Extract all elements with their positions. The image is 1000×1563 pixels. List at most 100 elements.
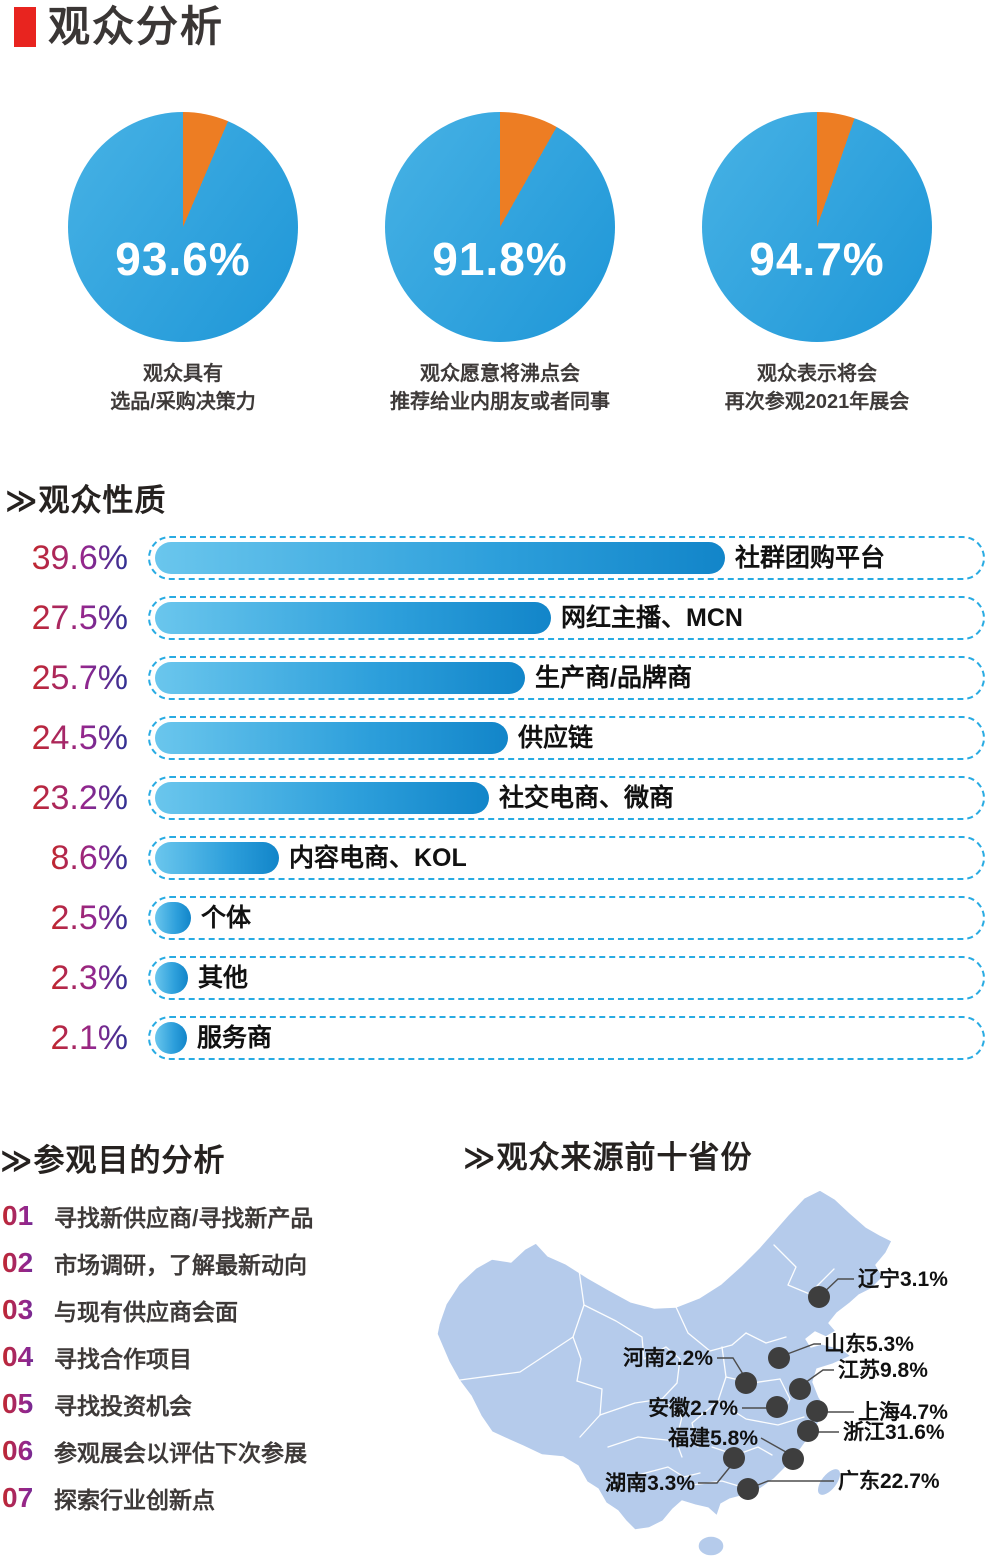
purpose-item-number: 02 bbox=[2, 1247, 46, 1279]
pie-caption-line1: 观众表示将会 bbox=[757, 363, 877, 385]
bar-row-individual: 2.5% 个体 bbox=[0, 896, 1000, 940]
bar-percent-label: 2.1% bbox=[51, 1016, 129, 1060]
bar-percent-label: 24.5% bbox=[32, 716, 128, 760]
map-dot-hunan bbox=[723, 1447, 745, 1469]
purpose-item-text: 参观展会以评估下次参展 bbox=[54, 1439, 307, 1466]
purpose-item-text: 寻找新供应商/寻找新产品 bbox=[54, 1204, 314, 1231]
map-dot-anhui bbox=[766, 1396, 788, 1418]
pie-value-label: 91.8% bbox=[432, 233, 568, 285]
purpose-item-text: 探索行业创新点 bbox=[54, 1486, 215, 1513]
purpose-item-text: 与现有供应商会面 bbox=[54, 1298, 238, 1325]
pie-caption-line1: 观众愿意将沸点会 bbox=[420, 363, 580, 385]
bar-fill bbox=[155, 542, 725, 574]
bar-category-label: 网红主播、MCN bbox=[561, 603, 743, 632]
bar-fill bbox=[155, 602, 551, 634]
map-label-guangdong: 广东22.7% bbox=[838, 1469, 940, 1493]
section-title-audience-nature: ≫观众性质 bbox=[5, 483, 167, 518]
pie-group-revisit: 94.7% 观众表示将会 再次参观2021年展会 bbox=[697, 112, 937, 416]
map-label-zhejiang: 浙江31.6% bbox=[843, 1421, 945, 1444]
bar-percent-label: 39.6% bbox=[32, 536, 128, 580]
bar-fill bbox=[155, 662, 525, 694]
pie-caption: 观众表示将会 再次参观2021年展会 bbox=[697, 360, 937, 416]
pie-group-decision-power: 93.6% 观众具有 选品/采购决策力 bbox=[63, 112, 303, 416]
map-label-henan: 河南2.2% bbox=[623, 1346, 713, 1370]
red-accent-block bbox=[14, 7, 36, 47]
map-dot-zhejiang bbox=[797, 1420, 819, 1442]
map-label-liaoning: 辽宁3.1% bbox=[858, 1267, 948, 1291]
map-label-shandong: 山东5.3% bbox=[824, 1332, 914, 1356]
audience-bar-chart: 39.6% 社群团购平台 27.5% 网红主播、MCN 25.7% 生产商/品牌… bbox=[0, 536, 1000, 1076]
bar-fill bbox=[155, 902, 191, 934]
map-labels: 辽宁3.1% 山东5.3% 河南2.2% 江苏9.8% 安徽2.7% 上海4.7… bbox=[605, 1267, 948, 1495]
leader-line-shandong bbox=[781, 1343, 821, 1357]
taiwan-island-shape bbox=[816, 1467, 842, 1497]
bar-row-manufacturer-brand: 25.7% 生产商/品牌商 bbox=[0, 656, 1000, 700]
bar-track: 其他 bbox=[148, 956, 985, 1000]
map-dot-henan bbox=[735, 1372, 757, 1394]
leader-line-hunan bbox=[698, 1461, 735, 1484]
province-borders bbox=[459, 1244, 835, 1488]
pie-value-label: 94.7% bbox=[749, 233, 885, 285]
purpose-item-6: 06 参观展会以评估下次参展 bbox=[2, 1427, 313, 1474]
bar-percent-label: 2.5% bbox=[51, 896, 129, 940]
pie-caption: 观众具有 选品/采购决策力 bbox=[63, 360, 303, 416]
bar-fill bbox=[155, 1022, 187, 1054]
purpose-item-text: 寻找投资机会 bbox=[54, 1392, 192, 1419]
map-dot-liaoning bbox=[808, 1286, 830, 1308]
bar-track: 个体 bbox=[148, 896, 985, 940]
map-label-shanghai: 上海4.7% bbox=[858, 1400, 948, 1424]
bar-percent-label: 25.7% bbox=[32, 656, 128, 700]
section-title-visit-purpose: ≫参观目的分析 bbox=[0, 1143, 226, 1178]
bar-fill bbox=[155, 782, 489, 814]
bar-category-label: 社群团购平台 bbox=[735, 543, 886, 572]
china-map: 辽宁3.1% 山东5.3% 河南2.2% 江苏9.8% 安徽2.7% 上海4.7… bbox=[436, 1189, 948, 1557]
purpose-item-number: 03 bbox=[2, 1294, 46, 1326]
section-title-visitor-origin: ≫观众来源前十省份 bbox=[463, 1140, 753, 1175]
bar-track: 供应链 bbox=[148, 716, 985, 760]
pie-value-label: 93.6% bbox=[115, 233, 251, 285]
bar-category-label: 社交电商、微商 bbox=[499, 783, 675, 812]
purpose-item-1: 01 寻找新供应商/寻找新产品 bbox=[2, 1192, 313, 1239]
hainan-island-shape bbox=[697, 1535, 725, 1557]
bar-track: 社交电商、微商 bbox=[148, 776, 985, 820]
bar-fill bbox=[155, 842, 279, 874]
bar-track: 社群团购平台 bbox=[148, 536, 985, 580]
bar-row-supply-chain: 24.5% 供应链 bbox=[0, 716, 1000, 760]
leader-line-henan bbox=[717, 1357, 747, 1380]
purpose-item-number: 01 bbox=[2, 1200, 46, 1232]
bar-row-content-ecommerce-kol: 8.6% 内容电商、KOL bbox=[0, 836, 1000, 880]
purpose-item-text: 市场调研，了解最新动向 bbox=[54, 1251, 307, 1278]
bar-fill bbox=[155, 722, 508, 754]
bar-track: 网红主播、MCN bbox=[148, 596, 985, 640]
bar-row-other: 2.3% 其他 bbox=[0, 956, 1000, 1000]
bar-track: 生产商/品牌商 bbox=[148, 656, 985, 700]
bar-percent-label: 8.6% bbox=[51, 836, 129, 880]
pie-chart-decision-power: 93.6% bbox=[68, 112, 298, 342]
bar-row-social-ecommerce: 23.2% 社交电商、微商 bbox=[0, 776, 1000, 820]
bar-category-label: 其他 bbox=[198, 963, 249, 992]
bar-category-label: 生产商/品牌商 bbox=[535, 663, 692, 692]
purpose-item-3: 03 与现有供应商会面 bbox=[2, 1286, 313, 1333]
bar-category-label: 内容电商、KOL bbox=[289, 843, 467, 872]
bar-category-label: 个体 bbox=[201, 903, 252, 932]
map-dot-shandong bbox=[768, 1347, 790, 1369]
purpose-item-5: 05 寻找投资机会 bbox=[2, 1380, 313, 1427]
purpose-item-text: 寻找合作项目 bbox=[54, 1345, 192, 1372]
map-label-jiangsu: 江苏9.8% bbox=[838, 1359, 928, 1382]
bar-fill bbox=[155, 962, 188, 994]
page-title: 观众分析 bbox=[48, 3, 225, 50]
purpose-item-number: 04 bbox=[2, 1341, 46, 1373]
pie-caption-line2: 推荐给业内朋友或者同事 bbox=[390, 391, 610, 413]
leader-line-jiangsu bbox=[801, 1369, 834, 1386]
bar-row-influencer-mcn: 27.5% 网红主播、MCN bbox=[0, 596, 1000, 640]
bar-row-community-group-buying: 39.6% 社群团购平台 bbox=[0, 536, 1000, 580]
purpose-item-2: 02 市场调研，了解最新动向 bbox=[2, 1239, 313, 1286]
map-dot-guangdong bbox=[737, 1478, 759, 1500]
pie-chart-revisit: 94.7% bbox=[702, 112, 932, 342]
map-dot-shanghai bbox=[806, 1400, 828, 1422]
purpose-item-number: 06 bbox=[2, 1435, 46, 1467]
map-dot-jiangsu bbox=[789, 1378, 811, 1400]
china-mainland-shape bbox=[436, 1189, 893, 1531]
bar-percent-label: 27.5% bbox=[32, 596, 128, 640]
